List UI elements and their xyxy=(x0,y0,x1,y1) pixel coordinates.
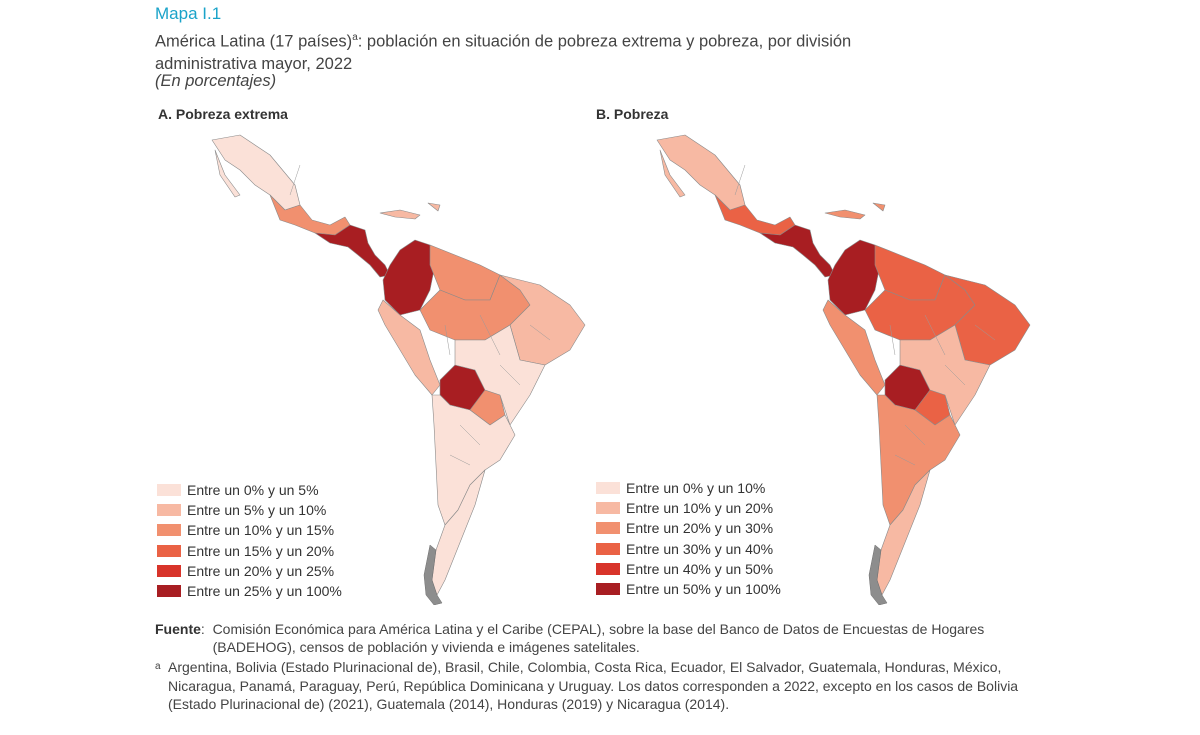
panel-a-title: A. Pobreza extrema xyxy=(158,106,288,122)
legend-swatch xyxy=(157,484,181,497)
figure-units: (En porcentajes) xyxy=(155,72,277,90)
legend-swatch xyxy=(596,522,620,535)
admin-boundary xyxy=(734,164,746,196)
map-region-mexico-north xyxy=(211,134,301,211)
panel-b-title: B. Pobreza xyxy=(596,106,669,122)
legend-item: Entre un 20% y un 25% xyxy=(157,561,342,581)
legend-label: Entre un 30% y un 40% xyxy=(626,540,774,557)
legend-item: Entre un 0% y un 5% xyxy=(157,480,342,500)
admin-boundary xyxy=(289,164,301,196)
legend-item: Entre un 5% y un 10% xyxy=(157,500,342,520)
legend-swatch xyxy=(596,482,620,495)
legend-label: Entre un 0% y un 5% xyxy=(187,482,319,499)
legend-item: Entre un 10% y un 20% xyxy=(596,498,781,518)
admin-boundary xyxy=(974,324,996,341)
map-region-mexico-south xyxy=(714,194,796,236)
subtitle-rest: : población en situación de pobreza extr… xyxy=(155,32,852,73)
admin-boundary xyxy=(944,364,966,386)
legend-swatch xyxy=(157,585,181,598)
legend-item: Entre un 20% y un 30% xyxy=(596,518,781,538)
admin-boundary xyxy=(904,424,926,446)
figure-label: Mapa I.1 xyxy=(155,4,222,23)
legend-item: Entre un 30% y un 40% xyxy=(596,539,781,559)
map-region-caribbean xyxy=(379,202,441,220)
map-region-archipelago xyxy=(423,544,443,605)
legend-label: Entre un 10% y un 15% xyxy=(187,522,335,539)
legend-item: Entre un 15% y un 20% xyxy=(157,541,342,561)
legend-label: Entre un 20% y un 25% xyxy=(187,562,335,579)
legend-item: Entre un 40% y un 50% xyxy=(596,559,781,579)
admin-boundary xyxy=(889,324,896,356)
admin-boundary xyxy=(444,324,451,356)
map-region-brazil-south xyxy=(454,324,546,426)
legend-panel-a: Entre un 0% y un 5% Entre un 5% y un 10% E… xyxy=(157,480,342,601)
legend-swatch xyxy=(596,502,620,515)
map-region-southern-cone xyxy=(431,394,516,526)
legend-label: Entre un 10% y un 20% xyxy=(626,500,774,517)
admin-boundary xyxy=(499,364,521,386)
legend-label: Entre un 25% y un 100% xyxy=(187,583,342,600)
map-region-caribbean xyxy=(824,202,886,220)
admin-boundary xyxy=(924,314,946,356)
source-line: Fuente: Comisión Económica para América … xyxy=(155,620,1035,656)
admin-boundary xyxy=(529,324,551,341)
legend-label: Entre un 0% y un 10% xyxy=(626,480,766,497)
map-region-archipelago xyxy=(868,544,888,605)
legend-label: Entre un 5% y un 10% xyxy=(187,502,327,519)
legend-item: Entre un 50% y un 100% xyxy=(596,579,781,599)
legend-swatch xyxy=(157,544,181,557)
legend-item: Entre un 25% y un 100% xyxy=(157,581,342,601)
source-label: Fuente: xyxy=(155,621,213,637)
admin-boundary xyxy=(449,454,471,466)
subtitle-main: América Latina (17 países) xyxy=(155,32,353,51)
map-region-mexico-north xyxy=(656,134,746,211)
map-panel-a xyxy=(211,134,586,605)
legend-panel-b: Entre un 0% y un 10% Entre un 10% y un 20… xyxy=(596,478,781,599)
map-region-brazil-south xyxy=(899,324,991,426)
legend-swatch xyxy=(596,562,620,575)
admin-boundary xyxy=(459,424,481,446)
legend-item: Entre un 10% y un 15% xyxy=(157,520,342,540)
map-region-mexico-south xyxy=(269,194,351,236)
legend-swatch xyxy=(596,583,620,596)
source-notes: Fuente: Comisión Económica para América … xyxy=(155,620,1035,713)
legend-swatch xyxy=(157,564,181,577)
legend-swatch xyxy=(157,504,181,517)
subtitle-footnote-mark: a xyxy=(352,32,358,43)
legend-swatch xyxy=(157,524,181,537)
legend-label: Entre un 50% y un 100% xyxy=(626,581,781,598)
map-region-southern-cone xyxy=(876,394,961,526)
footnote-line: a Argentina, Bolivia (Estado Plurinacion… xyxy=(155,658,1035,713)
admin-boundary xyxy=(479,314,501,356)
figure-subtitle: América Latina (17 países)a: población e… xyxy=(155,27,915,75)
admin-boundary xyxy=(894,454,916,466)
source-text: Comisión Económica para América Latina y… xyxy=(212,621,985,656)
legend-label: Entre un 20% y un 30% xyxy=(626,520,774,537)
footnote-text: Argentina, Bolivia (Estado Plurinacional… xyxy=(168,659,1019,712)
legend-label: Entre un 15% y un 20% xyxy=(187,542,335,559)
legend-item: Entre un 0% y un 10% xyxy=(596,478,781,498)
footnote-mark: a xyxy=(155,661,161,673)
map-panel-b xyxy=(656,134,1031,605)
legend-swatch xyxy=(596,542,620,555)
legend-label: Entre un 40% y un 50% xyxy=(626,560,774,577)
